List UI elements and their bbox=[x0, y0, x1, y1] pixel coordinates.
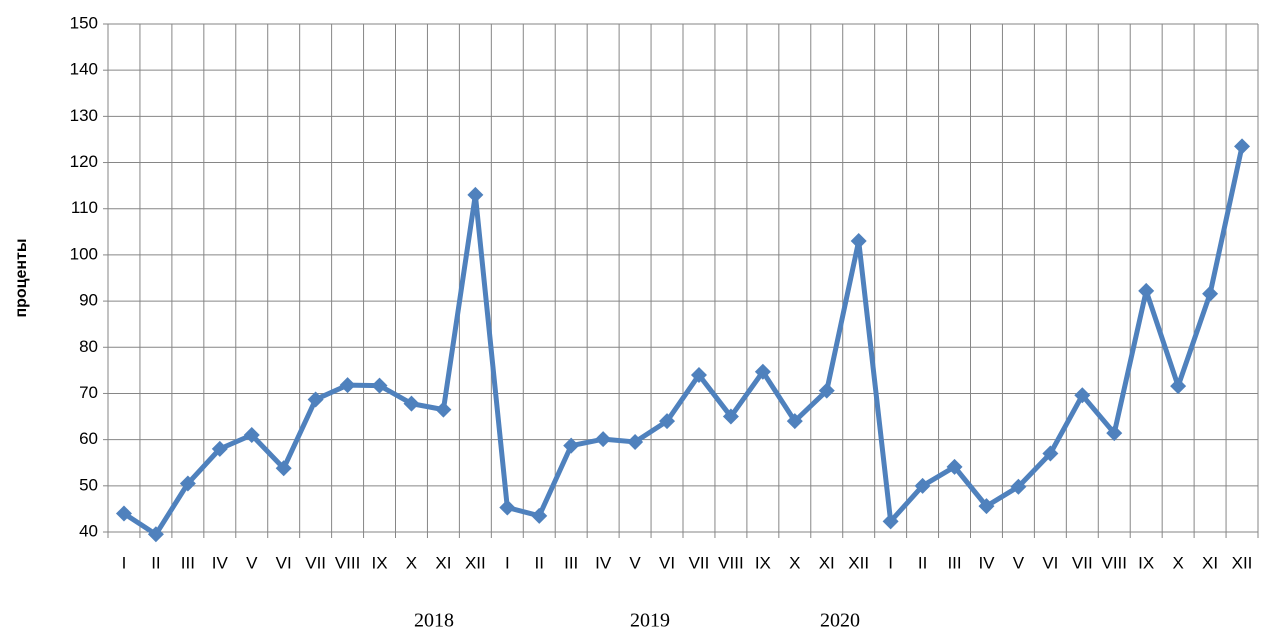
data-point bbox=[786, 413, 803, 430]
x-tick-label: V bbox=[246, 553, 258, 572]
data-point bbox=[690, 366, 707, 383]
x-tick-label: VII bbox=[1072, 553, 1093, 572]
y-tick-label: 150 bbox=[70, 13, 98, 32]
data-point bbox=[403, 395, 420, 412]
x-tick-label: X bbox=[406, 553, 417, 572]
data-point bbox=[850, 233, 867, 250]
x-tick-label: XI bbox=[435, 553, 451, 572]
x-tick-label: VII bbox=[689, 553, 710, 572]
y-axis-label: проценты bbox=[13, 238, 30, 317]
y-tick-label: 140 bbox=[70, 60, 98, 79]
data-point bbox=[147, 526, 164, 543]
data-point bbox=[371, 377, 388, 394]
y-tick-label: 90 bbox=[79, 291, 98, 310]
data-line bbox=[122, 145, 1245, 537]
data-point bbox=[243, 427, 260, 444]
y-tick-label: 110 bbox=[71, 198, 98, 217]
data-point bbox=[499, 499, 516, 516]
data-point bbox=[627, 433, 644, 450]
data-point bbox=[595, 431, 612, 448]
data-point bbox=[211, 440, 228, 457]
data-point bbox=[978, 498, 995, 515]
x-tick-label: VIII bbox=[1101, 553, 1127, 572]
y-tick-label: 120 bbox=[70, 152, 98, 171]
x-tick-label: III bbox=[181, 553, 195, 572]
y-tick-label: 100 bbox=[70, 244, 98, 263]
data-point bbox=[946, 458, 963, 475]
y-tick-label: 60 bbox=[79, 429, 98, 448]
data-point bbox=[818, 382, 835, 399]
x-tick-label: XI bbox=[1202, 553, 1218, 572]
x-tick-label: V bbox=[1013, 553, 1025, 572]
year-label: 2019 bbox=[630, 610, 670, 632]
data-point bbox=[914, 477, 931, 494]
x-tick-label: VIII bbox=[718, 553, 744, 572]
data-point bbox=[722, 408, 739, 425]
data-point bbox=[882, 513, 899, 530]
y-tick-label: 80 bbox=[79, 337, 98, 356]
y-tick-label: 130 bbox=[70, 106, 98, 125]
x-tick-label: IV bbox=[212, 553, 229, 572]
x-tick-label: V bbox=[629, 553, 641, 572]
year-label: 2020 bbox=[820, 610, 860, 632]
x-tick-label: IV bbox=[595, 553, 612, 572]
x-tick-label: I bbox=[888, 553, 893, 572]
data-point bbox=[1234, 138, 1251, 155]
data-point bbox=[467, 186, 484, 203]
x-tick-label: II bbox=[918, 553, 927, 572]
x-tick-label: XII bbox=[1232, 553, 1253, 572]
data-point bbox=[179, 475, 196, 492]
data-point bbox=[659, 413, 676, 430]
x-tick-label: IV bbox=[978, 553, 995, 572]
data-point bbox=[1138, 282, 1155, 299]
x-tick-label: VII bbox=[305, 553, 326, 572]
data-point bbox=[1106, 425, 1123, 442]
data-point bbox=[1074, 387, 1091, 404]
x-tick-label: IX bbox=[755, 553, 771, 572]
x-tick-label: VI bbox=[1042, 553, 1058, 572]
data-point bbox=[275, 460, 292, 477]
x-tick-label: III bbox=[947, 553, 961, 572]
x-tick-label: III bbox=[564, 553, 578, 572]
x-tick-label: I bbox=[505, 553, 510, 572]
x-tick-label: I bbox=[122, 553, 127, 572]
year-label: 2018 bbox=[414, 610, 454, 632]
x-tick-label: VIII bbox=[335, 553, 361, 572]
y-tick-label: 70 bbox=[79, 383, 98, 402]
x-tick-label: XII bbox=[465, 553, 486, 572]
x-tick-label: X bbox=[1172, 553, 1183, 572]
x-tick-label: VI bbox=[659, 553, 675, 572]
x-tick-label: VI bbox=[276, 553, 292, 572]
x-tick-label: XII bbox=[848, 553, 869, 572]
x-tick-label: X bbox=[789, 553, 800, 572]
y-tick-label: 40 bbox=[79, 521, 98, 540]
data-point bbox=[115, 505, 132, 522]
x-tick-label: XI bbox=[819, 553, 835, 572]
data-point bbox=[339, 377, 356, 394]
x-tick-label: II bbox=[151, 553, 160, 572]
data-point bbox=[1202, 285, 1219, 302]
data-point bbox=[563, 437, 580, 454]
data-point bbox=[1042, 445, 1059, 462]
x-tick-label: IX bbox=[371, 553, 387, 572]
y-tick-label: 50 bbox=[79, 475, 98, 494]
data-point bbox=[435, 401, 452, 418]
x-tick-label: IX bbox=[1138, 553, 1154, 572]
data-point bbox=[531, 507, 548, 524]
data-point bbox=[1010, 478, 1027, 495]
data-point bbox=[1170, 378, 1187, 395]
x-tick-label: II bbox=[535, 553, 544, 572]
data-point bbox=[754, 363, 771, 380]
data-point bbox=[307, 391, 324, 408]
